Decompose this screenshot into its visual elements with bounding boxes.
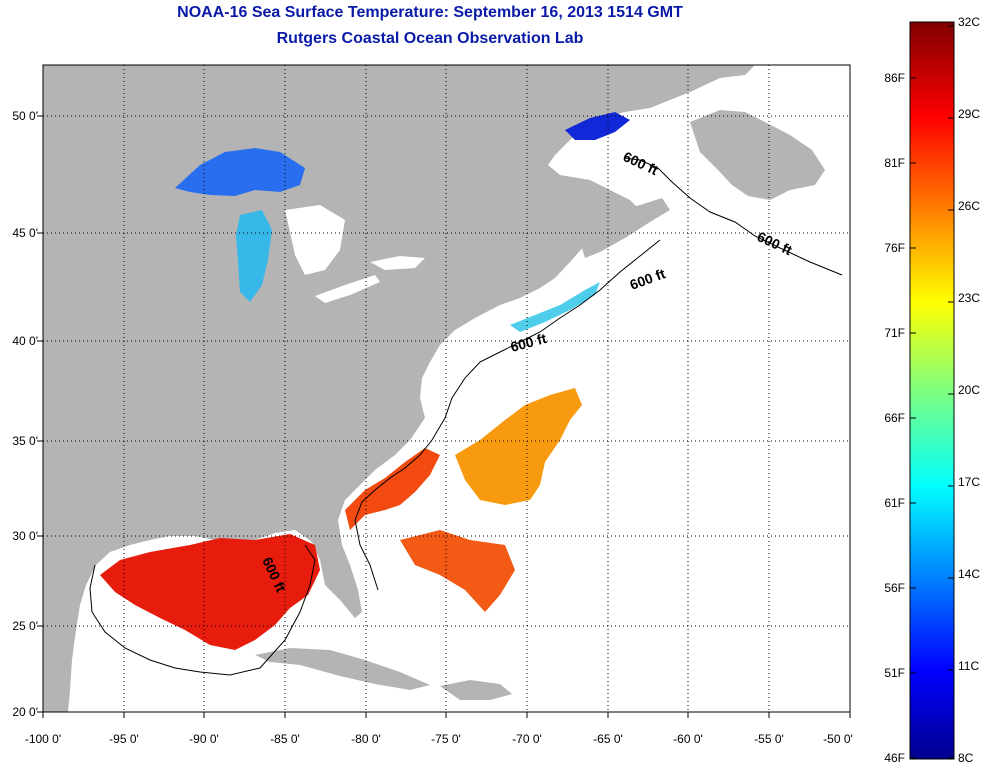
colorbar [909,21,955,760]
sst-gulf-of-maine [510,282,600,332]
lon-label: -50 0' [823,732,853,746]
lon-label: -65 0' [593,732,623,746]
colorbar-celsius-label: 29C [958,107,980,121]
lon-label: -85 0' [270,732,300,746]
land-hispaniola [440,680,512,700]
colorbar-fahrenheit-label: 61F [884,496,905,510]
lat-label: 45 0' [12,226,38,240]
lake-huron [285,205,345,275]
lon-label: -60 0' [673,732,703,746]
sst-st-lawrence [565,112,630,140]
colorbar-fahrenheit-label: 46F [884,751,905,765]
lon-label: -100 0' [25,732,61,746]
isobath-600ft [89,157,843,676]
colorbar-fahrenheit-label: 51F [884,666,905,680]
lake-ontario [370,256,425,270]
colorbar-fahrenheit-label: 76F [884,241,905,255]
lat-label: 25 0' [12,619,38,633]
colorbar-celsius-label: 17C [958,475,980,489]
lake-superior [175,148,305,196]
chart-subtitle: Rutgers Coastal Ocean Observation Lab [276,30,584,47]
chart-title: NOAA-16 Sea Surface Temperature: Septemb… [177,4,683,21]
colorbar-fahrenheit-label: 86F [884,71,905,85]
sst-gulf-of-mexico [100,534,320,650]
lon-label: -75 0' [431,732,461,746]
sst-gulf-stream-offshore [455,388,582,505]
lake-erie [315,275,380,303]
colorbar-ticks [910,25,954,759]
colorbar-celsius-label: 14C [958,567,980,581]
lat-label: 30 0' [12,529,38,543]
colorbar-celsius-label: 20C [958,383,980,397]
colorbar-celsius-label: 8C [958,751,974,765]
land-nova-scotia [575,198,670,258]
lat-label: 35 0' [12,434,38,448]
land-newfoundland [690,110,825,200]
graticule [37,65,851,718]
lon-label: -70 0' [512,732,542,746]
sst-gulf-stream-coastal [345,448,440,530]
colorbar-celsius-label: 26C [958,199,980,213]
colorbar-fahrenheit-label: 81F [884,156,905,170]
lon-label: -95 0' [109,732,139,746]
colorbar-fahrenheit-label: 71F [884,326,905,340]
colorbar-fahrenheit-label: 66F [884,411,905,425]
colorbar-celsius-label: 23C [958,291,980,305]
colorbar-celsius-label: 11C [958,659,979,673]
lon-label: -90 0' [189,732,219,746]
colorbar-fahrenheit-label: 56F [884,581,905,595]
land-cuba [255,648,430,690]
lat-label: 50 0' [12,109,38,123]
colorbar-celsius-label: 32C [958,15,980,29]
lon-label: -55 0' [754,732,784,746]
lon-label: -80 0' [351,732,381,746]
lat-label: 40 0' [12,334,38,348]
sst-sargasso-patch [400,530,515,612]
lat-label: 20 0' [12,705,38,719]
